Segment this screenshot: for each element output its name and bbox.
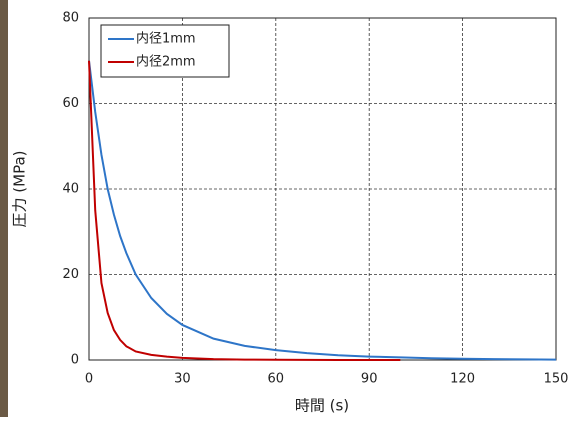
x-tick-label: 0 (85, 372, 93, 387)
y-tick-label: 60 (62, 96, 79, 111)
x-axis-title: 時間 (s) (295, 397, 349, 415)
y-axis-title: 圧力 (MPa) (11, 151, 29, 228)
y-tick-label: 20 (62, 267, 79, 282)
data-line (88, 60, 401, 361)
x-tick-label: 120 (450, 372, 475, 387)
background-strip (0, 0, 8, 417)
x-tick-label: 150 (544, 372, 569, 387)
y-tick-label: 0 (71, 353, 79, 368)
legend: 内径1mm 内径2mm (100, 24, 230, 78)
data-line (88, 60, 557, 361)
y-tick-label: 40 (62, 182, 79, 197)
x-tick-label: 60 (268, 372, 285, 387)
x-tick-label: 90 (361, 372, 378, 387)
legend-label: 内径1mm (136, 31, 196, 47)
y-tick-label: 80 (62, 11, 79, 26)
legend-label: 内径2mm (136, 54, 196, 70)
x-tick-label: 30 (174, 372, 191, 387)
legend-box (100, 24, 230, 78)
